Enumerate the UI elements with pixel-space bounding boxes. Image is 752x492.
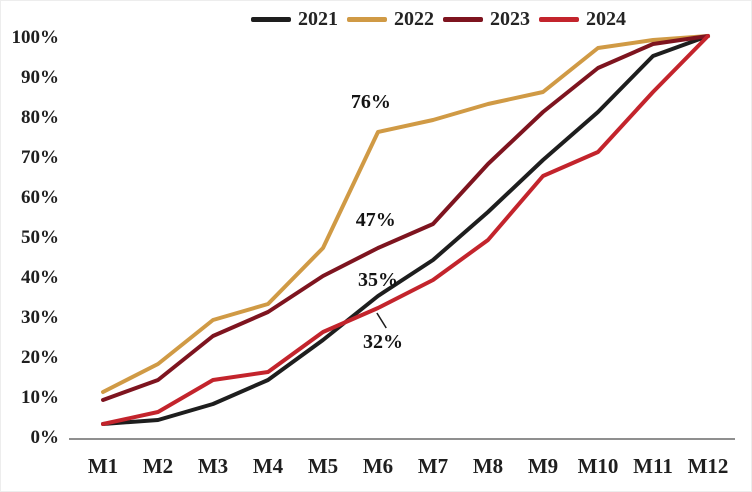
legend-label-2021: 2021 [298,8,338,30]
legend-item-2024: 2024 [539,9,626,29]
series-line-2021 [101,34,710,426]
y-tick-label-30: 30% [21,307,59,328]
y-tick-label-100: 100% [12,27,60,48]
series-line-2023 [101,34,710,402]
x-tick-label-M4: M4 [253,454,284,478]
legend-label-2024: 2024 [586,8,626,30]
y-tick-label-50: 50% [21,227,59,248]
y-tick-label-0: 0% [31,427,60,448]
x-tick-label-M11: M11 [633,454,673,478]
series-line-2024 [101,34,710,426]
legend-label-2023: 2023 [490,8,530,30]
annotation-76pct: 76% [351,91,391,113]
x-tick-label-M12: M12 [688,454,729,478]
chart-legend: 2021 2022 2023 2024 [251,6,626,32]
x-tick-label-M6: M6 [363,454,393,478]
y-tick-label-10: 10% [21,387,59,408]
y-tick-label-80: 80% [21,107,59,128]
x-tick-label-M5: M5 [308,454,338,478]
y-tick-label-20: 20% [21,347,59,368]
legend-swatch-2024 [539,16,579,22]
series-line-2022 [101,34,710,394]
x-tick-label-M10: M10 [578,454,619,478]
legend-label-2022: 2022 [394,8,434,30]
y-tick-label-70: 70% [21,147,59,168]
legend-item-2021: 2021 [251,9,338,29]
y-tick-label-40: 40% [21,267,59,288]
y-tick-label-90: 90% [21,67,59,88]
legend-swatch-2021 [251,16,291,22]
legend-swatch-2022 [347,16,387,22]
x-tick-label-M9: M9 [528,454,558,478]
annotation-47pct: 47% [356,209,396,231]
legend-swatch-2023 [443,16,483,22]
legend-item-2022: 2022 [347,9,434,29]
y-tick-label-60: 60% [21,187,59,208]
legend-item-2023: 2023 [443,9,530,29]
x-tick-label-M3: M3 [198,454,228,478]
x-tick-label-M2: M2 [143,454,173,478]
x-tick-label-M1: M1 [88,454,118,478]
annotation-35pct: 35% [358,269,398,291]
annotation-leader-line [376,312,387,329]
x-tick-label-M7: M7 [418,454,448,478]
annotation-32pct: 32% [363,331,403,353]
x-tick-label-M8: M8 [473,454,503,478]
